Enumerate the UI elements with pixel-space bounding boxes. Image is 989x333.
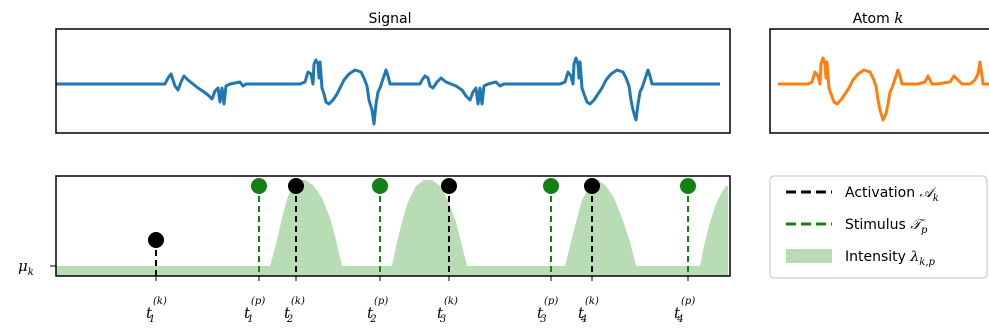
- stimulus-markers: [251, 178, 696, 276]
- tick-label-t2p: t(p) 2: [367, 296, 388, 325]
- tick-label-t2k: t(k) 2: [284, 296, 305, 325]
- signal-trace: [56, 56, 720, 126]
- atom-trace: [778, 56, 989, 122]
- stimulus-event: [372, 178, 388, 276]
- stimulus-event: [251, 178, 267, 276]
- atom-panel: [769, 28, 989, 134]
- signal-panel: [55, 28, 731, 134]
- activation-event: [148, 232, 164, 276]
- activation-event: [288, 178, 304, 276]
- legend: Activation 𝒜k Stimulus 𝒯p Intensity λk,p: [769, 175, 988, 279]
- signal-title: Signal: [368, 11, 411, 27]
- stimulus-event: [680, 178, 696, 276]
- tick-label-t4k: t(k) 4: [578, 296, 599, 325]
- activation-event: [584, 178, 600, 276]
- legend-item-activation: Activation 𝒜k: [786, 185, 939, 204]
- intensity-area: [56, 180, 728, 276]
- atom-frame: [769, 28, 989, 134]
- mu-label: μk: [18, 257, 34, 278]
- intensity-panel: μk: [18, 175, 731, 325]
- time-tick-labels: t(k) 1 t(p) 1 t(k) 2 t(p) 2 t(k) 3 t(p) 3 t(k)…: [146, 296, 695, 325]
- tick-label-t1p: t(p) 1: [244, 296, 265, 325]
- intensity-frame: [55, 175, 731, 277]
- activation-markers: [148, 178, 600, 276]
- svg-text:Intensity λk,p: Intensity λk,p: [845, 249, 936, 268]
- time-ticks: [155, 276, 689, 281]
- signal-frame: [55, 28, 731, 134]
- tick-label-t3p: t(p) 3: [537, 296, 558, 325]
- legend-item-intensity: Intensity λk,p: [786, 249, 936, 268]
- atom-title: Atom k: [853, 9, 904, 27]
- tick-label-t1k: t(k) 1: [146, 296, 167, 325]
- svg-text:Activation 𝒜k: Activation 𝒜k: [845, 185, 939, 204]
- tick-label-t4p: t(p) 4: [674, 296, 695, 325]
- tick-label-t3k: t(k) 3: [437, 296, 458, 325]
- stimulus-event: [543, 178, 559, 276]
- activation-event: [441, 178, 457, 276]
